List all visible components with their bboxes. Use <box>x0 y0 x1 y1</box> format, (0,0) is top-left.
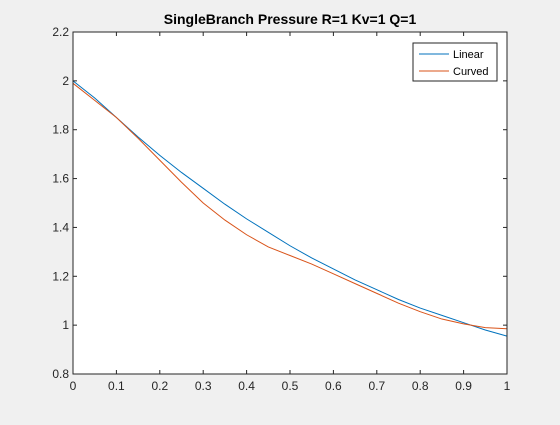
plot-area <box>73 32 507 374</box>
series-line-linear <box>72 80 508 337</box>
x-tick-label: 0.8 <box>412 379 429 393</box>
y-tick-label: 1.4 <box>52 220 69 234</box>
x-tick-label: 0.1 <box>108 379 125 393</box>
y-tick-label: 1 <box>62 318 69 332</box>
ticks-layer: 0 0.1 0.2 0.3 0.4 0.5 0.6 0.7 0.8 0.9 1 0.8 1 1.2 1.4 1… <box>52 25 510 393</box>
series-layer <box>72 80 508 337</box>
y-tick-label: 2.2 <box>52 25 69 39</box>
chart-title: SingleBranch Pressure R=1 Kv=1 Q=1 <box>164 11 417 27</box>
x-tick-label: 0.9 <box>455 379 472 393</box>
x-tick-label: 0.4 <box>238 379 255 393</box>
legend-box <box>412 42 498 82</box>
x-tick-label: 0.7 <box>368 379 385 393</box>
legend[interactable]: Linear Curved <box>412 42 498 82</box>
x-tick-label: 0.6 <box>325 379 342 393</box>
series-line-curved <box>72 82 508 330</box>
x-tick-label: 0.3 <box>195 379 212 393</box>
legend-label-linear: Linear <box>453 49 484 61</box>
x-tick-label: 0.2 <box>151 379 168 393</box>
y-tick-label: 1.8 <box>52 123 69 137</box>
x-tick-label: 0 <box>70 379 77 393</box>
y-tick-label: 1.6 <box>52 172 69 186</box>
x-tick-label: 1 <box>504 379 511 393</box>
y-tick-label: 2 <box>62 74 69 88</box>
legend-label-curved: Curved <box>453 66 488 78</box>
x-tick-label: 0.5 <box>282 379 299 393</box>
y-tick-label: 1.2 <box>52 269 69 283</box>
y-tick-label: 0.8 <box>52 367 69 381</box>
